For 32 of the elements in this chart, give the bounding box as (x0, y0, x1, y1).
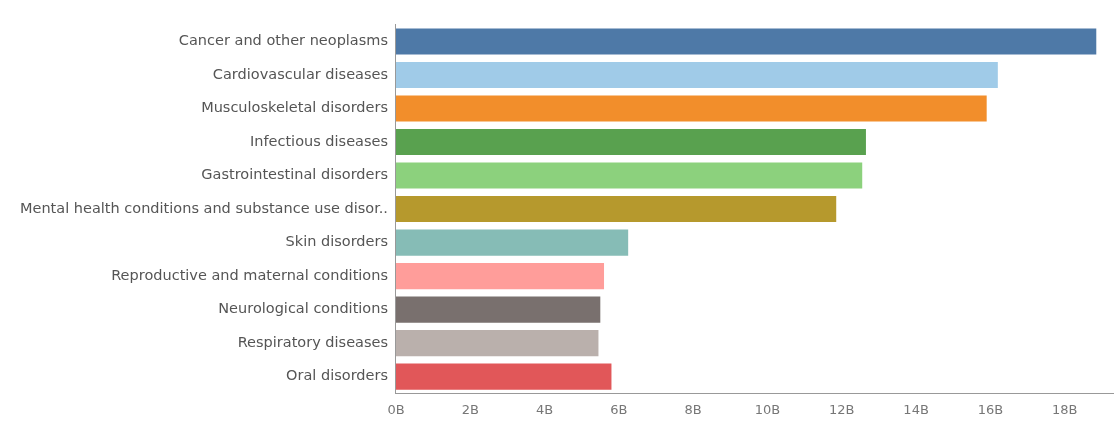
y-tick-label: Respiratory diseases (237, 333, 388, 350)
x-tick-label: 16B (977, 401, 1004, 417)
y-tick-label: Oral disorders (286, 367, 388, 384)
x-tick-label: 8B (684, 401, 702, 417)
bar (395, 128, 866, 156)
x-tick-label: 12B (829, 401, 855, 417)
y-tick-label: Reproductive and maternal conditions (111, 266, 388, 283)
bar (395, 162, 863, 189)
bar (395, 229, 629, 256)
x-tick-label: 14B (903, 401, 929, 417)
x-tick-label: 4B (535, 401, 554, 417)
bar (395, 61, 998, 89)
bar (395, 296, 601, 323)
bar (395, 28, 1097, 55)
x-tick-label: 10B (754, 401, 781, 417)
x-tick-label: 0B (387, 401, 405, 417)
x-tick-label: 2B (461, 401, 479, 417)
y-tick-label: Gastrointestinal disorders (201, 166, 388, 183)
bar (395, 195, 837, 223)
bar (395, 330, 599, 357)
bar (395, 263, 605, 290)
y-tick-label: Mental health conditions and substance use disor.. (20, 199, 388, 216)
x-tick-label: 18B (1051, 401, 1078, 417)
bar (395, 95, 987, 122)
bar (395, 363, 612, 390)
y-tick-label: Neurological conditions (218, 300, 388, 317)
y-tick-label: Infectious diseases (249, 132, 388, 149)
y-tick-label: Cancer and other neoplasms (178, 32, 388, 49)
y-tick-label: Skin disorders (285, 233, 388, 250)
y-tick-label: Cardiovascular diseases (212, 65, 388, 82)
x-tick-label: 6B (610, 401, 628, 417)
y-tick-label: Musculoskeletal disorders (201, 99, 388, 116)
